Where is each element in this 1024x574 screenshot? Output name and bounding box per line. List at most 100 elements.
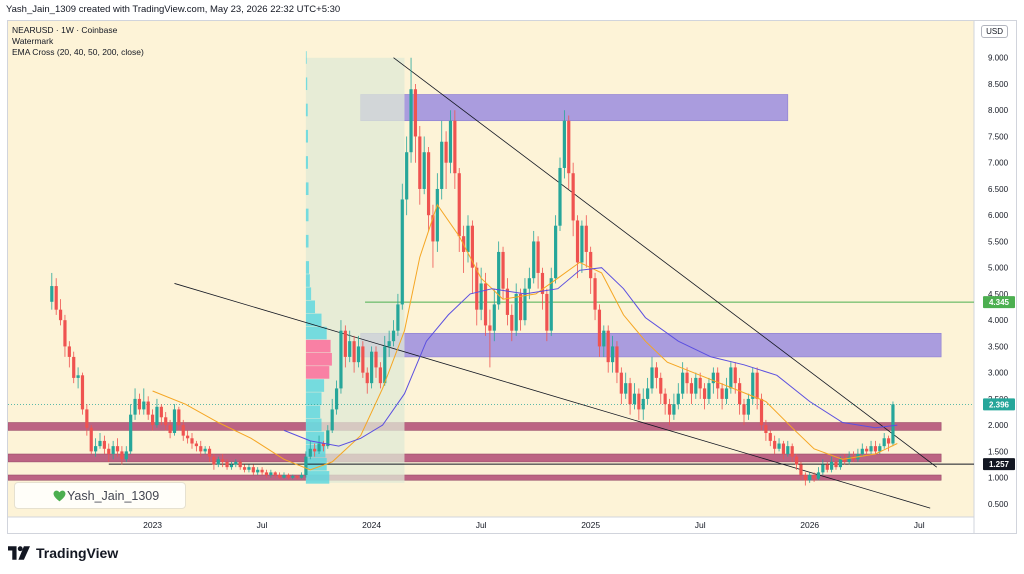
candle-157 — [738, 383, 742, 405]
candle-115 — [554, 225, 558, 279]
candle-56 — [295, 476, 299, 478]
candle-122 — [584, 225, 588, 252]
candle-90 — [444, 141, 448, 163]
candle-186 — [865, 448, 869, 452]
time-tick-label: Jul — [695, 520, 706, 530]
candle-144 — [681, 372, 685, 394]
candle-178 — [830, 461, 834, 470]
price-badge-label: 4.345 — [989, 298, 1010, 307]
candle-11 — [98, 440, 102, 447]
candle-136 — [646, 388, 650, 399]
candle-16 — [120, 451, 124, 460]
candle-137 — [650, 367, 654, 389]
price-tick-label: 8.500 — [988, 80, 1009, 89]
candle-36 — [207, 448, 212, 457]
candle-188 — [873, 446, 878, 452]
candle-50 — [269, 472, 273, 476]
candle-117 — [562, 120, 566, 168]
price-axis-background — [974, 21, 1016, 533]
candle-66 — [339, 330, 343, 389]
candle-161 — [755, 372, 759, 399]
candle-15 — [115, 446, 120, 452]
candle-190 — [882, 438, 886, 447]
volume-profile-bar-8 — [305, 366, 330, 379]
candle-116 — [558, 167, 562, 226]
candle-127 — [606, 330, 610, 363]
candle-73 — [370, 351, 374, 384]
candle-135 — [641, 398, 645, 410]
candle-21 — [142, 401, 146, 410]
candle-84 — [418, 136, 422, 189]
candle-126 — [602, 330, 606, 347]
tradingview-footer[interactable]: TradingView — [8, 545, 118, 561]
candle-111 — [536, 241, 540, 273]
candle-106 — [514, 293, 518, 331]
time-tick-label: 2024 — [362, 520, 381, 530]
time-tick-label: 2026 — [800, 520, 819, 530]
time-tick-label: 2023 — [143, 520, 162, 530]
volume-profile-bar-16 — [305, 261, 310, 274]
candle-118 — [567, 120, 571, 174]
candle-88 — [435, 188, 439, 242]
candle-132 — [628, 383, 632, 405]
candle-95 — [466, 225, 470, 252]
candle-140 — [663, 393, 667, 405]
candle-91 — [448, 120, 453, 163]
candle-38 — [216, 459, 220, 465]
candle-37 — [212, 456, 216, 465]
candle-150 — [707, 383, 711, 399]
candle-77 — [387, 341, 391, 347]
candle-98 — [479, 283, 483, 310]
zone-zone-2 — [8, 422, 942, 431]
price-tick-label: 9.000 — [988, 54, 1009, 63]
candle-70 — [356, 346, 361, 363]
volume-profile-bar-15 — [305, 274, 310, 287]
candle-166 — [777, 443, 781, 449]
candle-103 — [501, 251, 505, 289]
candle-129 — [615, 346, 619, 373]
chart-frame[interactable]: 9.5009.0008.5008.0007.5007.0006.5006.000… — [7, 20, 1017, 534]
candle-134 — [637, 393, 641, 410]
legend-symbol: NEARUSD · 1W · Coinbase — [12, 25, 118, 35]
candle-65 — [334, 388, 339, 410]
price-badge-label: 1.257 — [989, 460, 1010, 469]
green-heart-icon — [53, 490, 66, 502]
candle-147 — [694, 377, 698, 394]
candle-61 — [317, 443, 321, 452]
volume-profile-bar-12 — [305, 313, 322, 327]
candle-179 — [834, 461, 838, 468]
candle-125 — [597, 309, 602, 347]
candle-29 — [177, 409, 181, 426]
trendline-2 — [174, 283, 931, 509]
candle-79 — [396, 304, 400, 331]
candle-176 — [821, 464, 825, 473]
candle-48 — [260, 469, 264, 473]
candle-18 — [129, 414, 133, 452]
price-chart[interactable]: 9.5009.0008.5008.0007.5007.0006.5006.000… — [8, 21, 1016, 533]
candle-34 — [199, 446, 203, 452]
candle-119 — [571, 173, 575, 221]
candle-14 — [111, 446, 115, 455]
watermark-label: Yash_Jain_1309 — [14, 482, 186, 509]
watermark-text: Yash_Jain_1309 — [67, 488, 160, 503]
candle-159 — [746, 398, 750, 415]
candle-45 — [247, 467, 251, 470]
candle-191 — [886, 438, 891, 444]
candle-12 — [102, 440, 106, 449]
price-tick-label: 2.000 — [988, 421, 1009, 430]
candle-40 — [225, 461, 229, 468]
currency-badge[interactable]: USD — [981, 25, 1008, 38]
candle-75 — [378, 367, 382, 384]
candle-156 — [733, 367, 737, 384]
candle-174 — [812, 475, 816, 479]
candle-2 — [58, 309, 63, 321]
candle-43 — [238, 461, 242, 468]
candle-143 — [676, 393, 680, 405]
legend-ema-cross: EMA Cross (20, 40, 50, 200, close) — [12, 47, 144, 57]
candle-139 — [659, 377, 663, 394]
candle-31 — [186, 435, 190, 439]
volume-profile-bar-11 — [305, 326, 327, 340]
candle-60 — [313, 448, 317, 452]
candle-172 — [803, 475, 807, 481]
candle-27 — [168, 425, 172, 434]
